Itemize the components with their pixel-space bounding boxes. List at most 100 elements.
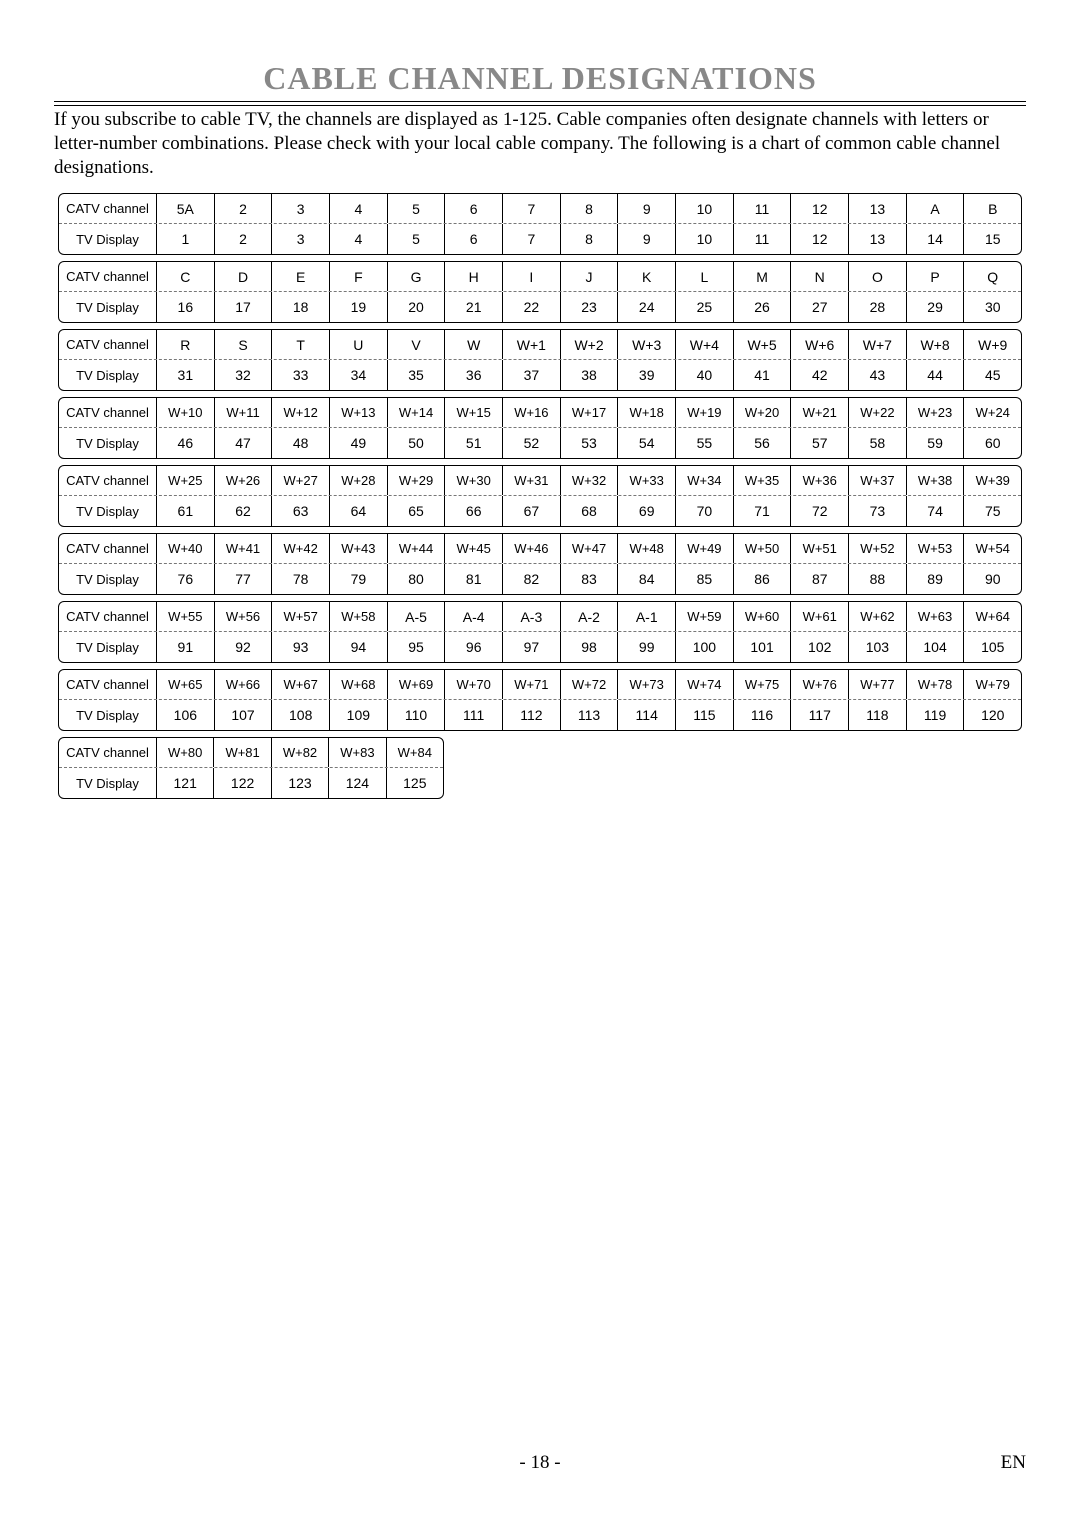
table-cell: 84 bbox=[618, 564, 676, 594]
table-block: CATV channel5A2345678910111213ABTV Displ… bbox=[58, 193, 1022, 255]
display-row: TV Display123456789101112131415 bbox=[59, 224, 1021, 254]
table-cell: 74 bbox=[907, 496, 965, 526]
table-cell: 91 bbox=[157, 632, 215, 662]
table-cell: W+44 bbox=[388, 534, 446, 563]
catv-row: CATV channelW+25W+26W+27W+28W+29W+30W+31… bbox=[59, 466, 1021, 496]
table-cell: 56 bbox=[734, 428, 792, 458]
row-label: CATV channel bbox=[59, 330, 157, 359]
table-cell: W+67 bbox=[272, 670, 330, 699]
table-cell: W+69 bbox=[388, 670, 446, 699]
row-label: CATV channel bbox=[59, 738, 157, 767]
table-cell: W+70 bbox=[445, 670, 503, 699]
row-label: TV Display bbox=[59, 768, 157, 798]
table-cell: W+5 bbox=[734, 330, 792, 359]
table-cell: 9 bbox=[618, 194, 676, 223]
table-cell: W+50 bbox=[734, 534, 792, 563]
table-cell: W+60 bbox=[734, 602, 792, 631]
table-cell: A-4 bbox=[445, 602, 503, 631]
table-cell: 97 bbox=[503, 632, 561, 662]
table-cell: 86 bbox=[734, 564, 792, 594]
table-cell: W+19 bbox=[676, 398, 734, 427]
table-cell: G bbox=[388, 262, 446, 291]
table-cell: 61 bbox=[157, 496, 215, 526]
catv-row: CATV channelW+40W+41W+42W+43W+44W+45W+46… bbox=[59, 534, 1021, 564]
table-cell: W+56 bbox=[215, 602, 273, 631]
table-cell: 70 bbox=[676, 496, 734, 526]
table-cell: 2 bbox=[215, 194, 273, 223]
table-block: CATV channelW+65W+66W+67W+68W+69W+70W+71… bbox=[58, 669, 1022, 731]
table-cell: A-2 bbox=[561, 602, 619, 631]
table-cell: 63 bbox=[272, 496, 330, 526]
table-cell: 34 bbox=[330, 360, 388, 390]
table-cell: 26 bbox=[734, 292, 792, 322]
table-cell: 13 bbox=[849, 194, 907, 223]
table-cell: 65 bbox=[388, 496, 446, 526]
table-cell: A-1 bbox=[618, 602, 676, 631]
table-cell: 93 bbox=[272, 632, 330, 662]
table-cell: W+46 bbox=[503, 534, 561, 563]
catv-row: CATV channelW+80W+81W+82W+83W+84 bbox=[59, 738, 443, 768]
table-cell: 48 bbox=[272, 428, 330, 458]
table-cell: 2 bbox=[215, 224, 273, 254]
table-cell: W+18 bbox=[618, 398, 676, 427]
row-label: CATV channel bbox=[59, 262, 157, 291]
table-cell: 98 bbox=[561, 632, 619, 662]
table-cell: C bbox=[157, 262, 215, 291]
table-cell: 28 bbox=[849, 292, 907, 322]
catv-row: CATV channelCDEFGHIJKLMNOPQ bbox=[59, 262, 1021, 292]
table-cell: 66 bbox=[445, 496, 503, 526]
table-cell: 116 bbox=[734, 700, 792, 730]
table-cell: F bbox=[330, 262, 388, 291]
table-cell: 76 bbox=[157, 564, 215, 594]
table-cell: W+13 bbox=[330, 398, 388, 427]
table-cell: 85 bbox=[676, 564, 734, 594]
table-cell: 119 bbox=[907, 700, 965, 730]
table-cell: W+58 bbox=[330, 602, 388, 631]
row-label: CATV channel bbox=[59, 466, 157, 495]
table-cell: 124 bbox=[329, 768, 386, 798]
table-cell: 12 bbox=[791, 224, 849, 254]
catv-row: CATV channelW+55W+56W+57W+58A-5A-4A-3A-2… bbox=[59, 602, 1021, 632]
table-cell: W+27 bbox=[272, 466, 330, 495]
table-cell: 23 bbox=[561, 292, 619, 322]
table-cell: 1 bbox=[157, 224, 215, 254]
table-cell: 115 bbox=[676, 700, 734, 730]
table-cell: J bbox=[561, 262, 619, 291]
table-cell: B bbox=[964, 194, 1021, 223]
table-cell: W+11 bbox=[215, 398, 273, 427]
title-rule bbox=[54, 101, 1026, 106]
table-cell: 17 bbox=[215, 292, 273, 322]
table-cell: W+57 bbox=[272, 602, 330, 631]
table-cell: 111 bbox=[445, 700, 503, 730]
table-cell: W+23 bbox=[907, 398, 965, 427]
table-cell: W+22 bbox=[849, 398, 907, 427]
display-row: TV Display313233343536373839404142434445 bbox=[59, 360, 1021, 390]
table-cell: 100 bbox=[676, 632, 734, 662]
table-cell: 42 bbox=[791, 360, 849, 390]
table-cell: 11 bbox=[734, 194, 792, 223]
table-cell: W+34 bbox=[676, 466, 734, 495]
table-cell: 81 bbox=[445, 564, 503, 594]
table-cell: D bbox=[215, 262, 273, 291]
table-cell: 110 bbox=[388, 700, 446, 730]
table-cell: 16 bbox=[157, 292, 215, 322]
table-cell: W+12 bbox=[272, 398, 330, 427]
table-cell: Q bbox=[964, 262, 1021, 291]
table-cell: W+64 bbox=[964, 602, 1021, 631]
table-cell: W+25 bbox=[157, 466, 215, 495]
table-cell: 18 bbox=[272, 292, 330, 322]
table-cell: 78 bbox=[272, 564, 330, 594]
row-label: CATV channel bbox=[59, 194, 157, 223]
table-cell: W+52 bbox=[849, 534, 907, 563]
table-cell: 68 bbox=[561, 496, 619, 526]
row-label: TV Display bbox=[59, 496, 157, 526]
table-cell: 105 bbox=[964, 632, 1021, 662]
table-cell: 6 bbox=[445, 224, 503, 254]
table-cell: N bbox=[791, 262, 849, 291]
table-cell: W+39 bbox=[964, 466, 1021, 495]
table-cell: M bbox=[734, 262, 792, 291]
table-cell: W+10 bbox=[157, 398, 215, 427]
table-cell: 41 bbox=[734, 360, 792, 390]
table-cell: W+71 bbox=[503, 670, 561, 699]
table-cell: 57 bbox=[791, 428, 849, 458]
